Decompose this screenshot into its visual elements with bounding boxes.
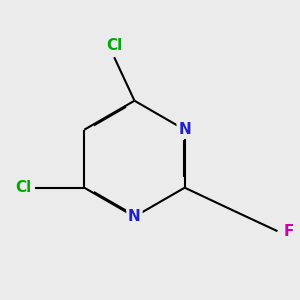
Text: N: N [128, 209, 141, 224]
Text: F: F [283, 224, 294, 239]
Text: N: N [178, 122, 191, 137]
Text: Cl: Cl [15, 180, 32, 195]
Text: Cl: Cl [106, 38, 122, 53]
